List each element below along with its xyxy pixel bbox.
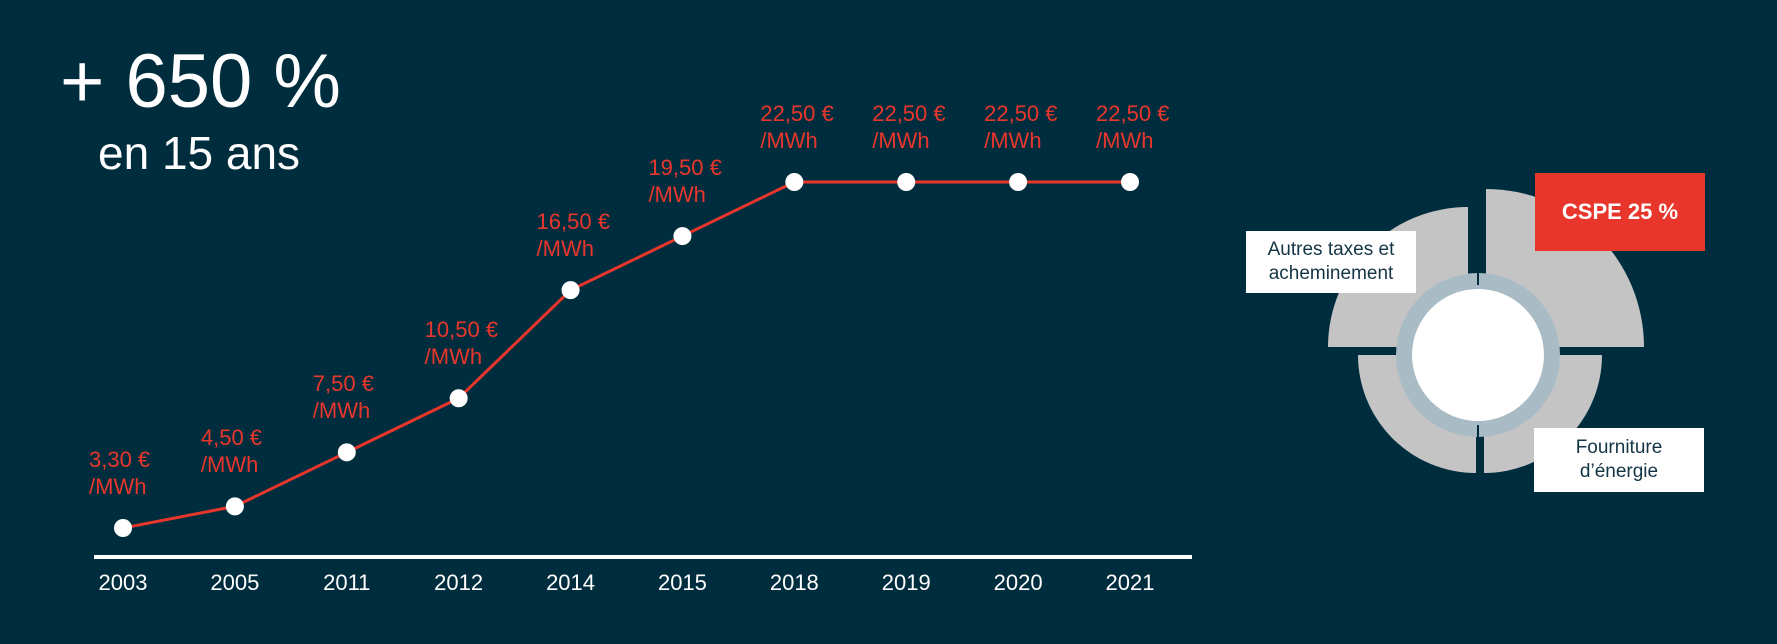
value-label-unit: /MWh — [312, 398, 371, 424]
value-label-2020: 22,50 €/MWh — [984, 100, 1057, 154]
value-label-unit: /MWh — [760, 128, 818, 153]
data-point-2015 — [673, 227, 692, 246]
value-label-unit: /MWh — [200, 452, 259, 478]
x-tick-2005: 2005 — [210, 570, 260, 595]
data-point-2019 — [897, 173, 916, 191]
x-tick-2015: 2015 — [657, 570, 707, 595]
value-label-amount: 22,50 € — [760, 101, 834, 126]
value-label-amount: 22,50 € — [984, 101, 1058, 126]
x-tick-2021: 2021 — [1105, 570, 1155, 595]
series-line — [122, 180, 1130, 530]
donut-chart — [1328, 185, 1644, 485]
value-label-amount: 4,50 € — [200, 425, 263, 451]
data-point-2011 — [337, 443, 356, 462]
data-point-2020 — [1009, 173, 1028, 191]
value-label-amount: 22,50 € — [872, 101, 946, 126]
value-label-2012: 10,50 €/MWh — [425, 316, 498, 370]
data-point-2021 — [1121, 173, 1139, 191]
value-label-unit: /MWh — [89, 474, 147, 499]
value-label-amount: 7,50 € — [312, 371, 374, 397]
value-label-unit: /MWh — [1096, 128, 1154, 153]
pie-label-fourniture: Fourniture d’énergie — [1534, 428, 1704, 492]
data-point-2005 — [225, 497, 244, 516]
value-label-unit: /MWh — [872, 128, 930, 153]
value-label-2019: 22,50 €/MWh — [872, 100, 945, 154]
headline-percentage: + 650 % — [60, 39, 341, 124]
data-point-2014 — [561, 281, 580, 300]
value-label-amount: 16,50 € — [536, 209, 610, 235]
x-tick-2019: 2019 — [881, 570, 931, 595]
value-label-amount: 10,50 € — [424, 317, 499, 343]
value-label-2005: 4,50 €/MWh — [201, 424, 262, 478]
data-point-2018 — [785, 173, 804, 191]
value-label-amount: 3,30 € — [89, 447, 151, 472]
value-label-unit: /MWh — [536, 236, 594, 262]
value-label-unit: /MWh — [648, 182, 706, 208]
headline: + 650 % en 15 ans — [60, 38, 380, 180]
x-tick-2018: 2018 — [769, 570, 819, 595]
value-label-2018: 22,50 €/MWh — [760, 100, 833, 154]
value-label-amount: 22,50 € — [1096, 101, 1170, 126]
x-tick-2020: 2020 — [993, 570, 1043, 595]
data-point-2012 — [449, 389, 468, 408]
value-label-2014: 16,50 €/MWh — [537, 208, 610, 262]
data-point-2003 — [114, 519, 132, 537]
line-chart — [94, 173, 1192, 559]
value-label-2003: 3,30 €/MWh — [89, 446, 150, 500]
donut-hole — [1412, 289, 1544, 421]
value-label-unit: /MWh — [984, 128, 1042, 153]
value-label-amount: 19,50 € — [648, 155, 722, 181]
x-tick-2014: 2014 — [546, 570, 596, 595]
pie-label-autres-taxes: Autres taxes et acheminement — [1246, 231, 1416, 293]
value-label-2015: 19,50 €/MWh — [648, 154, 721, 208]
headline-period: en 15 ans — [98, 127, 301, 179]
value-label-unit: /MWh — [424, 344, 483, 370]
value-label-2011: 7,50 €/MWh — [313, 370, 374, 424]
x-tick-2003: 2003 — [98, 570, 148, 595]
x-tick-2011: 2011 — [323, 570, 371, 595]
pie-label-cspe: CSPE 25 % — [1535, 173, 1705, 251]
x-tick-2012: 2012 — [434, 570, 484, 595]
value-label-2021: 22,50 €/MWh — [1096, 100, 1169, 154]
